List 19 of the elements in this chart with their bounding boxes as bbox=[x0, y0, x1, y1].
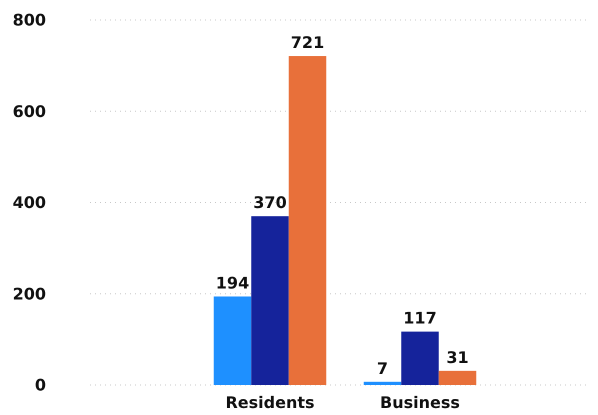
data-label: 7 bbox=[376, 358, 388, 378]
x-tick-label: Business bbox=[380, 393, 460, 412]
bar bbox=[438, 370, 476, 385]
y-tick-label: 0 bbox=[34, 376, 46, 395]
data-label: 370 bbox=[253, 193, 287, 212]
data-label: 31 bbox=[446, 348, 469, 367]
x-tick-label: Residents bbox=[225, 393, 315, 412]
y-tick-label: 800 bbox=[12, 10, 46, 30]
data-label: 721 bbox=[290, 33, 324, 52]
bar bbox=[251, 216, 289, 385]
bar bbox=[288, 56, 326, 385]
bar bbox=[214, 296, 252, 385]
bar bbox=[401, 332, 439, 385]
y-tick-label: 600 bbox=[12, 102, 46, 121]
data-label: 117 bbox=[403, 308, 437, 328]
data-label: 194 bbox=[216, 273, 250, 292]
y-tick-label: 400 bbox=[12, 193, 46, 212]
y-tick-label: 200 bbox=[12, 284, 46, 304]
bar bbox=[364, 382, 402, 385]
